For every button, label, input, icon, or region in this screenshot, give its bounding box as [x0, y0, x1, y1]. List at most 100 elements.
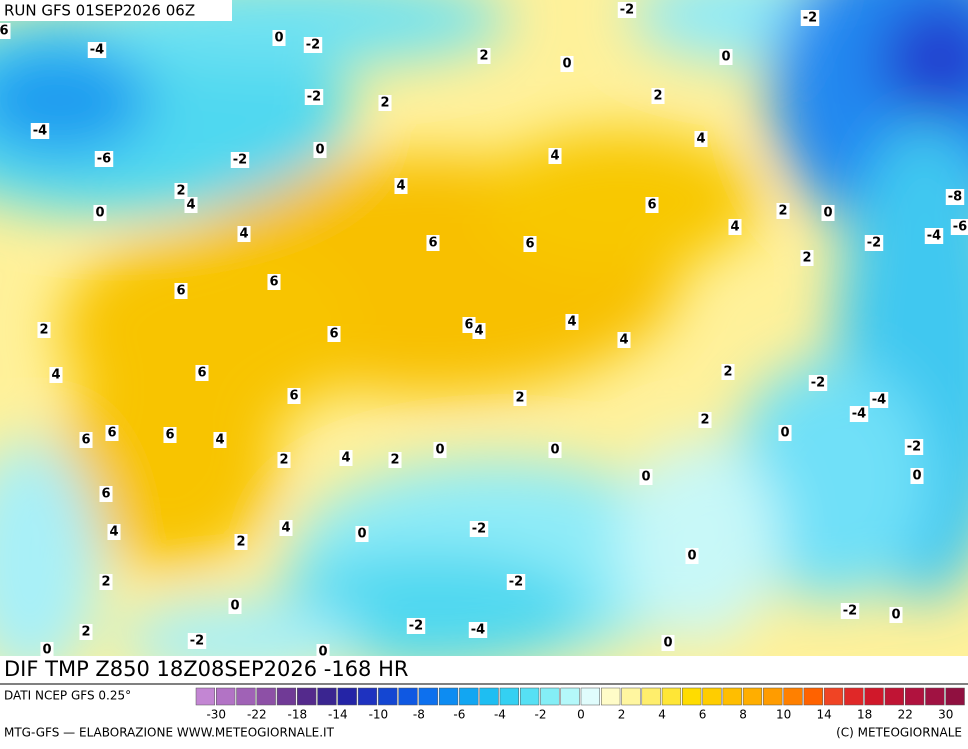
contour-label: -4 [471, 623, 485, 638]
legend-swatch [722, 687, 742, 706]
legend-tick-label: 2 [618, 708, 626, 722]
label-bg [661, 635, 675, 651]
contour-label: 6 [289, 389, 298, 404]
legend-tick-label: -22 [247, 708, 267, 722]
legend-swatch [378, 687, 398, 706]
label-bg [821, 205, 835, 221]
label-bg [548, 442, 562, 458]
legend-swatch [601, 687, 621, 706]
contour-label: -6 [953, 220, 967, 235]
contour-label: 2 [653, 89, 662, 104]
label-bg [565, 314, 579, 330]
label-bg [808, 375, 828, 391]
contour-label: 4 [396, 179, 405, 194]
contour-label: -2 [811, 376, 825, 391]
legend-tick-label: 4 [658, 708, 666, 722]
legend-swatch [702, 687, 722, 706]
contour-label: 4 [341, 451, 350, 466]
contour-label: 6 [165, 428, 174, 443]
label-bg [719, 49, 733, 65]
label-bg [378, 95, 392, 111]
contour-label: 2 [236, 535, 245, 550]
credit: MTG-GFS — ELABORAZIONE WWW.METEOGIORNALE… [4, 726, 335, 740]
label-bg [79, 432, 93, 448]
legend-tick-label: 18 [857, 708, 872, 722]
label-bg [94, 151, 114, 167]
label-bg [506, 574, 526, 590]
label-bg [93, 205, 107, 221]
legend-tick-label: -10 [369, 708, 389, 722]
contour-label: -2 [409, 619, 423, 634]
label-bg [30, 123, 50, 139]
label-bg [523, 236, 537, 252]
contour-label: -6 [97, 152, 111, 167]
label-bg [617, 332, 631, 348]
contour-label: -2 [803, 11, 817, 26]
label-bg [79, 624, 93, 640]
label-bg [617, 2, 637, 18]
contour-label: -4 [872, 393, 886, 408]
contour-label: -4 [33, 124, 47, 139]
label-bg [721, 364, 735, 380]
contour-label: -2 [843, 604, 857, 619]
label-bg [472, 323, 486, 339]
legend-swatch [216, 687, 236, 706]
map-title: DIF TMP Z850 18Z08SEP2026 -168 HR [4, 657, 408, 681]
contour-label: 4 [281, 521, 290, 536]
contour-label: 2 [279, 453, 288, 468]
label-bg [685, 548, 699, 564]
contour-label: -2 [190, 634, 204, 649]
label-bg [279, 520, 293, 536]
label-bg [37, 322, 51, 338]
legend-swatch [438, 687, 459, 706]
legend-tick-label: -14 [328, 708, 348, 722]
label-bg [639, 469, 653, 485]
label-bg [163, 427, 177, 443]
legend-swatch [256, 687, 276, 706]
contour-label: 2 [802, 251, 811, 266]
legend-swatch [661, 687, 682, 706]
contour-label: 0 [562, 57, 571, 72]
label-bg [513, 390, 527, 406]
label-bg [694, 131, 708, 147]
label-bg [174, 283, 188, 299]
contour-label: 0 [318, 645, 327, 660]
contour-label: 0 [357, 527, 366, 542]
contour-label: 6 [81, 433, 90, 448]
legend-tick-label: 6 [699, 708, 707, 722]
legend-swatch [925, 687, 945, 706]
label-bg [645, 197, 659, 213]
label-bg [869, 392, 889, 408]
label-bg [107, 524, 121, 540]
contour-label: 0 [274, 31, 283, 46]
legend-swatch [823, 687, 844, 706]
contour-label: 0 [315, 143, 324, 158]
contour-label: 0 [663, 636, 672, 651]
contour-label: 0 [780, 426, 789, 441]
contour-label: 0 [435, 443, 444, 458]
label-bg [234, 534, 248, 550]
label-bg [228, 598, 242, 614]
legend-swatch [682, 687, 702, 706]
label-bg [213, 432, 227, 448]
contour-label: 6 [428, 236, 437, 251]
label-bg [195, 365, 209, 381]
label-bg [840, 603, 860, 619]
legend-tick-label: -8 [413, 708, 425, 722]
label-bg [910, 468, 924, 484]
label-bg [272, 30, 286, 46]
label-bg [698, 412, 712, 428]
contour-label: 4 [215, 433, 224, 448]
legend-tick-label: 14 [817, 708, 832, 722]
legend-swatch [945, 687, 965, 706]
contour-label: 6 [0, 24, 9, 39]
contour-label: 6 [197, 366, 206, 381]
label-bg [800, 250, 814, 266]
contour-label: 0 [641, 470, 650, 485]
contour-label: -2 [907, 440, 921, 455]
label-bg [776, 203, 790, 219]
contour-label: 6 [464, 318, 473, 333]
contour-label: -2 [867, 236, 881, 251]
contour-label: -2 [509, 575, 523, 590]
